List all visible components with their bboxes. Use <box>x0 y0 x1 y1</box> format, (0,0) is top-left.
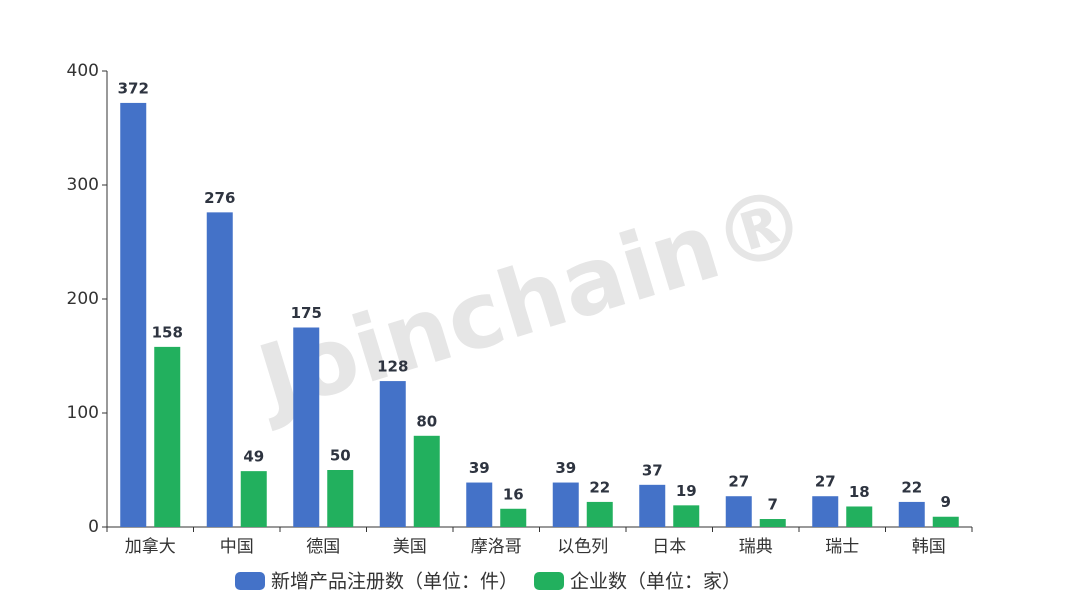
bar <box>586 501 613 527</box>
value-label: 19 <box>676 482 697 500</box>
value-label: 27 <box>728 473 749 491</box>
bar <box>673 505 700 527</box>
x-tick-label: 德国 <box>306 537 340 557</box>
x-tick-label: 韩国 <box>912 537 946 557</box>
x-tick-label: 以色列 <box>557 537 608 557</box>
x-tick-label: 加拿大 <box>125 536 176 557</box>
value-label: 50 <box>330 447 351 465</box>
value-label: 16 <box>503 485 524 503</box>
x-tick-label: 日本 <box>652 537 686 557</box>
bar <box>759 519 786 527</box>
bar <box>639 484 666 527</box>
bar <box>898 501 925 527</box>
bar <box>413 435 440 527</box>
value-label: 27 <box>815 473 836 491</box>
bar <box>466 482 493 527</box>
value-label: 39 <box>469 459 490 477</box>
y-tick-label: 400 <box>67 61 99 81</box>
x-tick-label: 美国 <box>393 537 427 557</box>
bar <box>206 212 233 528</box>
x-tick-label: 摩洛哥 <box>471 537 522 557</box>
legend-swatch <box>534 572 565 590</box>
value-label: 158 <box>152 323 183 341</box>
legend-label: 新增产品注册数（单位：件） <box>271 571 518 593</box>
value-label: 175 <box>291 304 322 322</box>
value-label: 37 <box>642 461 663 479</box>
bar <box>327 470 354 527</box>
bar <box>120 102 147 528</box>
bar <box>500 508 527 527</box>
y-tick-label: 0 <box>88 517 99 537</box>
bar <box>812 496 839 527</box>
value-label: 9 <box>941 493 951 511</box>
value-label: 7 <box>768 496 778 514</box>
value-label: 372 <box>118 79 149 97</box>
value-label: 18 <box>849 483 870 501</box>
legend-label: 企业数（单位：家） <box>570 571 741 593</box>
bar <box>725 496 752 527</box>
bar <box>932 516 959 527</box>
x-tick-label: 中国 <box>220 537 254 557</box>
value-label: 39 <box>555 459 576 477</box>
legend-swatch <box>235 572 265 590</box>
x-tick-label: 瑞士 <box>825 537 859 557</box>
bar <box>846 506 873 527</box>
y-tick-label: 200 <box>67 289 99 309</box>
value-label: 22 <box>901 478 922 496</box>
value-label: 128 <box>377 358 408 376</box>
y-tick-label: 300 <box>67 175 99 195</box>
y-tick-label: 100 <box>67 403 99 423</box>
bar <box>379 381 406 527</box>
bar <box>240 471 267 527</box>
value-label: 22 <box>589 478 610 496</box>
bar <box>154 346 181 527</box>
bar <box>552 482 579 527</box>
bar <box>293 327 320 527</box>
value-label: 276 <box>204 189 235 207</box>
value-label: 49 <box>243 448 264 466</box>
x-tick-label: 瑞典 <box>739 537 773 557</box>
value-label: 80 <box>416 412 437 430</box>
watermark: Joinchain® <box>241 165 819 434</box>
